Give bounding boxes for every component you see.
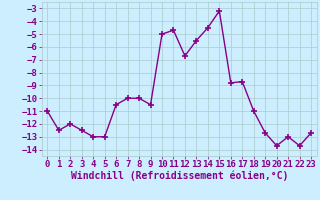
- X-axis label: Windchill (Refroidissement éolien,°C): Windchill (Refroidissement éolien,°C): [70, 171, 288, 181]
